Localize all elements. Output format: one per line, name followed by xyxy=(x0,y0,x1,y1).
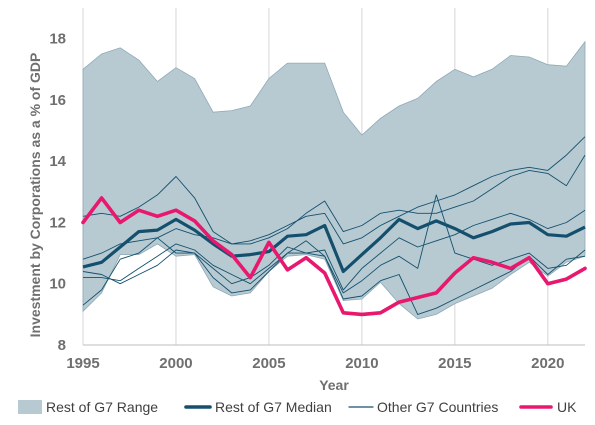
y-ticks: 8 10 12 14 16 18 xyxy=(49,31,66,354)
x-tick-label: 2010 xyxy=(345,355,378,372)
x-tick-label: 2020 xyxy=(531,355,564,372)
legend-label-other-g7-countries: Other G7 Countries xyxy=(377,399,498,415)
legend-swatch-rest-of-g7-range xyxy=(18,400,42,414)
legend: Rest of G7 Range Rest of G7 Median Other G… xyxy=(18,399,577,415)
series-rest-of-g7-median xyxy=(82,217,586,274)
series-other-g7-5 xyxy=(82,237,586,315)
series-other-g7-1 xyxy=(82,136,586,245)
y-tick-label: 10 xyxy=(49,276,66,293)
x-ticks: 1995 2000 2005 2010 2015 2020 xyxy=(66,355,564,372)
series-other-g7-3 xyxy=(82,209,586,291)
x-tick-label: 1995 xyxy=(66,355,99,372)
series-uk xyxy=(81,196,587,317)
series-other-g7-2 xyxy=(82,154,586,260)
y-tick-label: 18 xyxy=(49,31,66,48)
legend-label-rest-of-g7-range: Rest of G7 Range xyxy=(46,399,158,415)
series-lines xyxy=(81,136,587,317)
series-other-g7-4 xyxy=(83,194,586,294)
x-axis-title: Year xyxy=(319,377,349,393)
y-tick-label: 16 xyxy=(49,92,66,109)
y-axis-title: Investment by Corporations as a % of GDP xyxy=(27,53,43,338)
y-tick-label: 8 xyxy=(58,337,66,354)
legend-label-uk: UK xyxy=(557,399,577,415)
x-tick-label: 2000 xyxy=(159,355,192,372)
y-tick-label: 14 xyxy=(49,153,66,170)
x-tick-label: 2005 xyxy=(252,355,285,372)
y-tick-label: 12 xyxy=(49,214,66,231)
x-tick-label: 2015 xyxy=(438,355,471,372)
legend-label-rest-of-g7-median: Rest of G7 Median xyxy=(215,399,332,415)
